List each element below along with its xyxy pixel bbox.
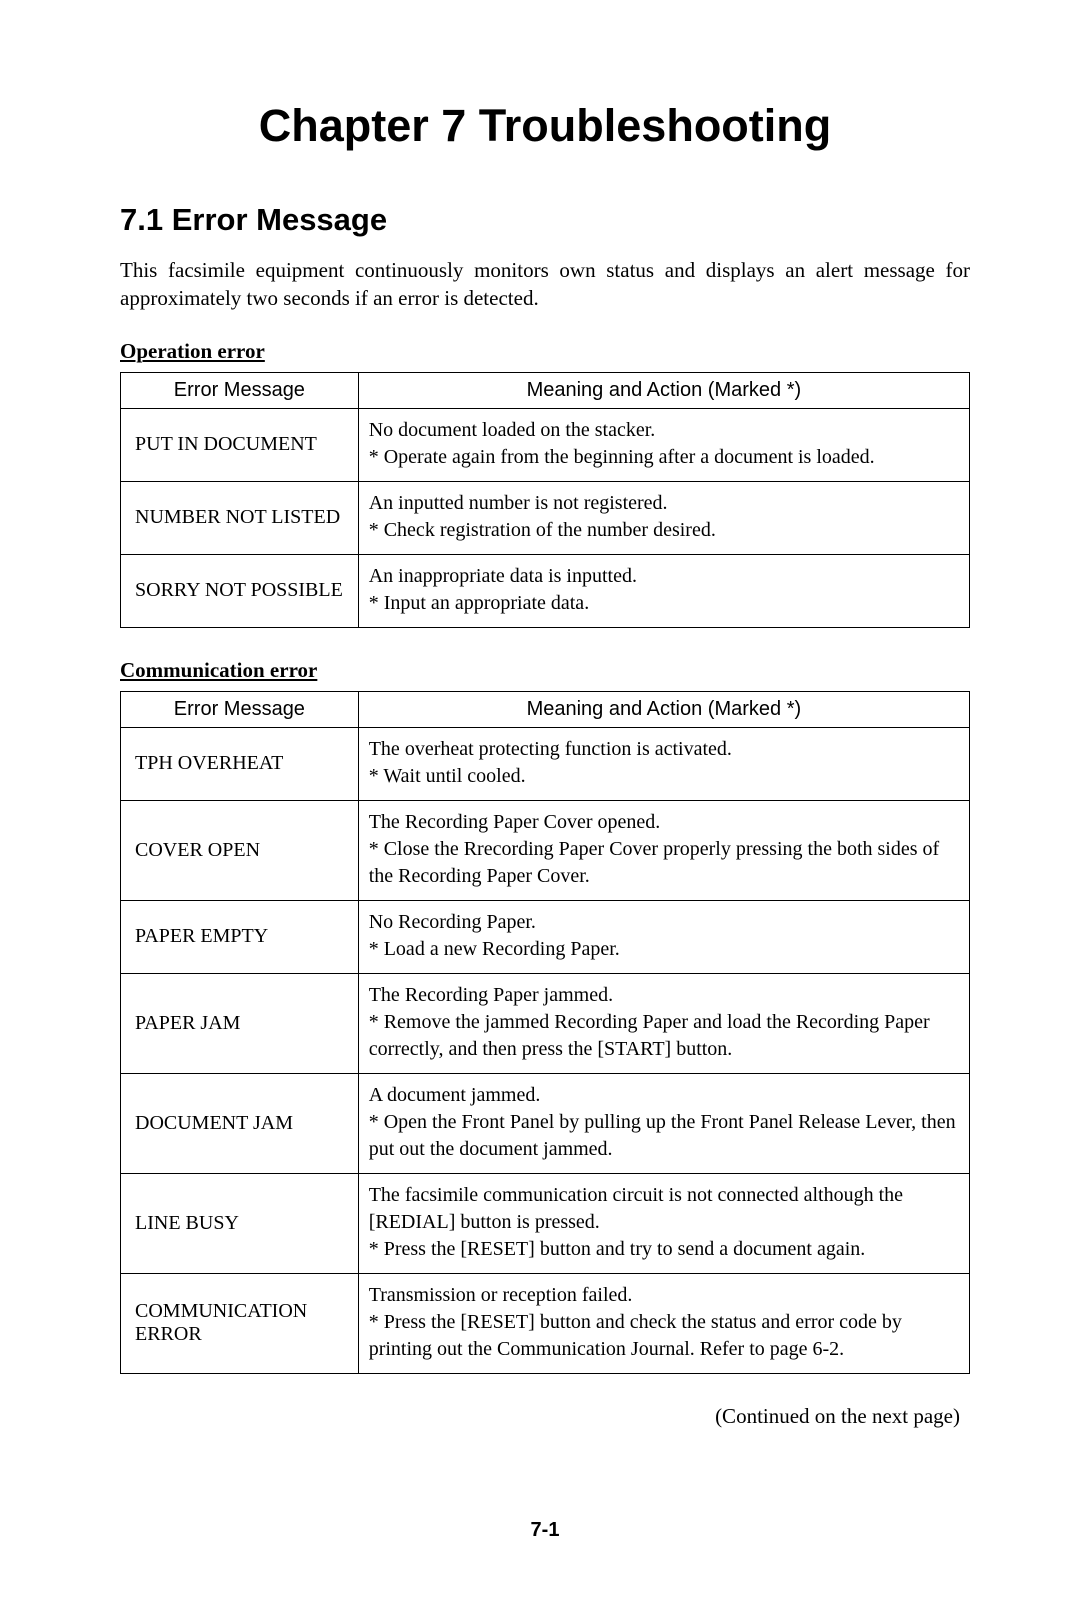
action-line: * Load a new Recording Paper. bbox=[369, 938, 620, 960]
error-msg-cell: SORRY NOT POSSIBLE bbox=[121, 554, 359, 627]
meaning-cell: An inappropriate data is inputted. * Inp… bbox=[358, 554, 969, 627]
table-row: COVER OPEN The Recording Paper Cover ope… bbox=[121, 800, 970, 900]
meaning-cell: Transmission or reception failed. * Pres… bbox=[358, 1273, 969, 1373]
page: Chapter 7 Troubleshooting 7.1 Error Mess… bbox=[0, 0, 1080, 1602]
table-row: COMMUNICATION ERROR Transmission or rece… bbox=[121, 1273, 970, 1373]
action-line: * Wait until cooled. bbox=[369, 765, 526, 787]
action-line: * Input an appropriate data. bbox=[369, 592, 589, 614]
error-msg-cell: COMMUNICATION ERROR bbox=[121, 1273, 359, 1373]
error-msg-cell: LINE BUSY bbox=[121, 1173, 359, 1273]
error-msg-cell: COVER OPEN bbox=[121, 800, 359, 900]
communication-error-heading: Communication error bbox=[120, 658, 970, 683]
meaning-cell: The Recording Paper jammed. * Remove the… bbox=[358, 973, 969, 1073]
table-row: DOCUMENT JAM A document jammed. * Open t… bbox=[121, 1073, 970, 1173]
table-row: TPH OVERHEAT The overheat protecting fun… bbox=[121, 727, 970, 800]
action-line: * Close the Rrecording Paper Cover prope… bbox=[369, 838, 939, 887]
meaning-cell: A document jammed. * Open the Front Pane… bbox=[358, 1073, 969, 1173]
action-line: * Remove the jammed Recording Paper and … bbox=[369, 1011, 930, 1060]
meaning-line: The overheat protecting function is acti… bbox=[369, 738, 732, 760]
meaning-cell: The facsimile communication circuit is n… bbox=[358, 1173, 969, 1273]
communication-error-table: Error Message Meaning and Action (Marked… bbox=[120, 691, 970, 1374]
error-msg-cell: DOCUMENT JAM bbox=[121, 1073, 359, 1173]
meaning-line: The Recording Paper jammed. bbox=[369, 984, 613, 1006]
table-row: PAPER JAM The Recording Paper jammed. * … bbox=[121, 973, 970, 1073]
action-line: * Operate again from the beginning after… bbox=[369, 446, 875, 468]
col-meaning: Meaning and Action (Marked *) bbox=[358, 691, 969, 727]
page-number: 7-1 bbox=[120, 1519, 970, 1542]
meaning-cell: The Recording Paper Cover opened. * Clos… bbox=[358, 800, 969, 900]
table-row: PAPER EMPTY No Recording Paper. * Load a… bbox=[121, 900, 970, 973]
table-row: LINE BUSY The facsimile communication ci… bbox=[121, 1173, 970, 1273]
meaning-line: An inputted number is not registered. bbox=[369, 492, 668, 514]
meaning-line: An inappropriate data is inputted. bbox=[369, 565, 637, 587]
section-title: 7.1 Error Message bbox=[120, 202, 970, 238]
meaning-cell: No document loaded on the stacker. * Ope… bbox=[358, 408, 969, 481]
action-line: * Press the [RESET] button and check the… bbox=[369, 1311, 902, 1360]
operation-error-heading: Operation error bbox=[120, 339, 970, 364]
meaning-line: No document loaded on the stacker. bbox=[369, 419, 656, 441]
table-header-row: Error Message Meaning and Action (Marked… bbox=[121, 372, 970, 408]
meaning-line: No Recording Paper. bbox=[369, 911, 536, 933]
meaning-cell: No Recording Paper. * Load a new Recordi… bbox=[358, 900, 969, 973]
table-row: SORRY NOT POSSIBLE An inappropriate data… bbox=[121, 554, 970, 627]
error-msg-cell: PAPER EMPTY bbox=[121, 900, 359, 973]
chapter-title: Chapter 7 Troubleshooting bbox=[120, 100, 970, 152]
col-error-message: Error Message bbox=[121, 691, 359, 727]
error-msg-cell: NUMBER NOT LISTED bbox=[121, 481, 359, 554]
error-msg-cell: PAPER JAM bbox=[121, 973, 359, 1073]
meaning-line: Transmission or reception failed. bbox=[369, 1284, 633, 1306]
meaning-line: The facsimile communication circuit is n… bbox=[369, 1184, 903, 1233]
action-line: * Check registration of the number desir… bbox=[369, 519, 716, 541]
col-error-message: Error Message bbox=[121, 372, 359, 408]
error-msg-cell: TPH OVERHEAT bbox=[121, 727, 359, 800]
col-meaning: Meaning and Action (Marked *) bbox=[358, 372, 969, 408]
intro-paragraph: This facsimile equipment continuously mo… bbox=[120, 256, 970, 313]
error-msg-cell: PUT IN DOCUMENT bbox=[121, 408, 359, 481]
table-header-row: Error Message Meaning and Action (Marked… bbox=[121, 691, 970, 727]
table-row: NUMBER NOT LISTED An inputted number is … bbox=[121, 481, 970, 554]
meaning-cell: The overheat protecting function is acti… bbox=[358, 727, 969, 800]
meaning-line: The Recording Paper Cover opened. bbox=[369, 811, 661, 833]
operation-error-table: Error Message Meaning and Action (Marked… bbox=[120, 372, 970, 628]
meaning-cell: An inputted number is not registered. * … bbox=[358, 481, 969, 554]
meaning-line: A document jammed. bbox=[369, 1084, 541, 1106]
action-line: * Open the Front Panel by pulling up the… bbox=[369, 1111, 956, 1160]
action-line: * Press the [RESET] button and try to se… bbox=[369, 1238, 866, 1260]
table-row: PUT IN DOCUMENT No document loaded on th… bbox=[121, 408, 970, 481]
continued-note: (Continued on the next page) bbox=[120, 1404, 960, 1429]
